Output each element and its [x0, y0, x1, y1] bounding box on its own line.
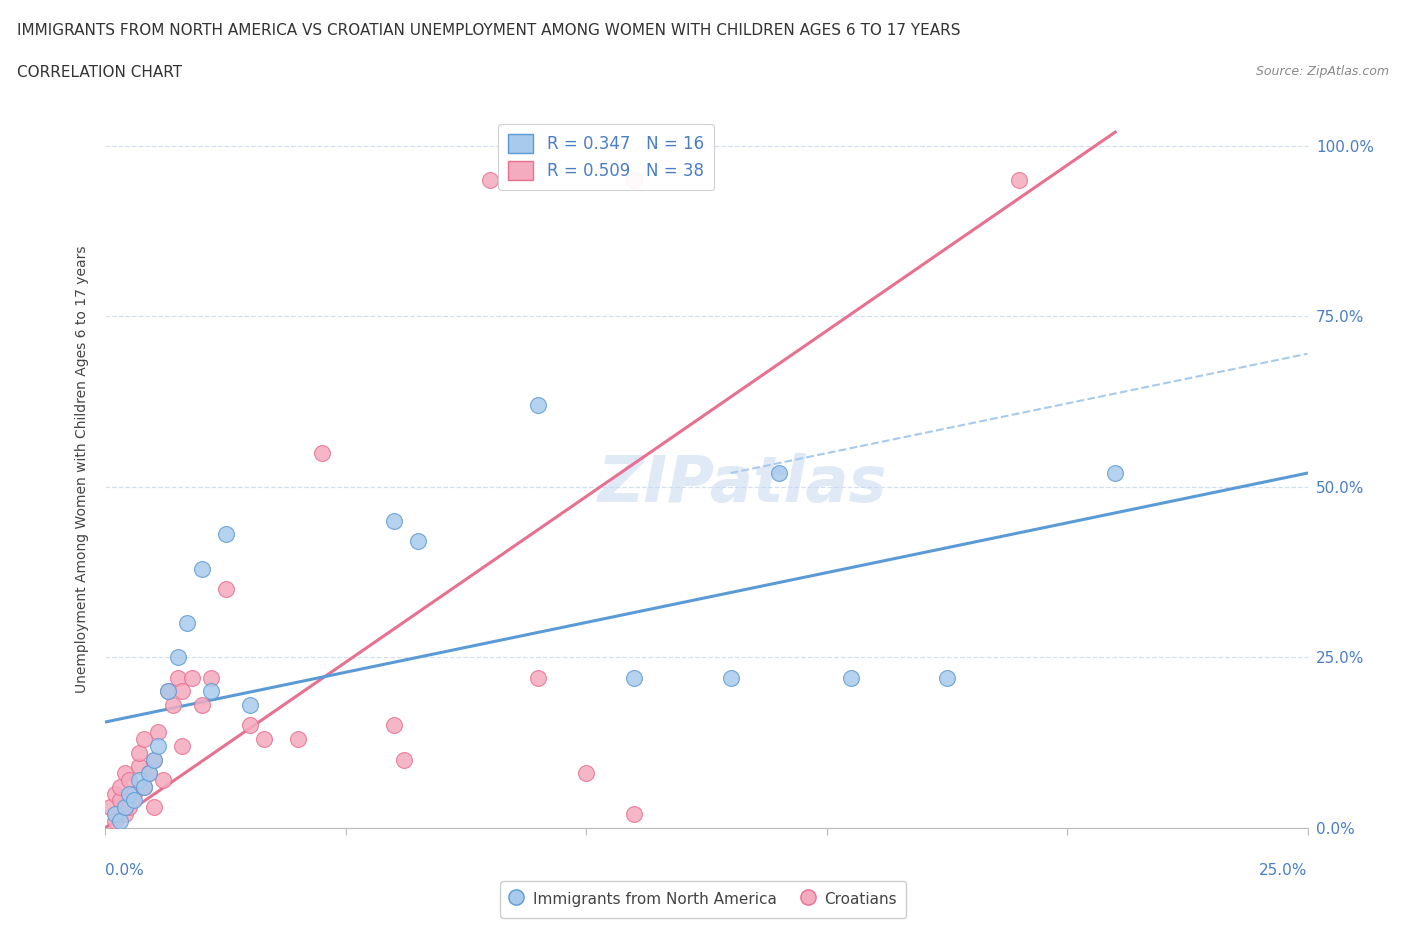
Point	[128, 745, 150, 760]
Point	[104, 786, 127, 801]
Point	[142, 752, 165, 767]
Point	[479, 172, 502, 187]
Point	[142, 800, 165, 815]
Point	[720, 671, 742, 685]
Point	[132, 732, 155, 747]
Point	[575, 765, 598, 780]
Point	[190, 561, 212, 576]
Point	[200, 684, 222, 698]
Point	[166, 671, 188, 685]
Point	[1008, 172, 1031, 187]
Legend: Immigrants from North America, Croatians: Immigrants from North America, Croatians	[499, 881, 907, 918]
Point	[118, 773, 141, 788]
Point	[114, 765, 136, 780]
Point	[114, 806, 136, 821]
Point	[148, 738, 170, 753]
Point	[138, 765, 160, 780]
Point	[382, 718, 405, 733]
Text: CORRELATION CHART: CORRELATION CHART	[17, 65, 181, 80]
Point	[132, 779, 155, 794]
Point	[166, 650, 188, 665]
Text: IMMIGRANTS FROM NORTH AMERICA VS CROATIAN UNEMPLOYMENT AMONG WOMEN WITH CHILDREN: IMMIGRANTS FROM NORTH AMERICA VS CROATIA…	[17, 23, 960, 38]
Point	[936, 671, 959, 685]
Point	[108, 779, 131, 794]
Point	[124, 793, 146, 808]
Point	[156, 684, 179, 698]
Legend: R = 0.347   N = 16, R = 0.509   N = 38: R = 0.347 N = 16, R = 0.509 N = 38	[499, 124, 714, 191]
Point	[128, 759, 150, 774]
Point	[98, 800, 121, 815]
Point	[768, 466, 790, 481]
Point	[108, 793, 131, 808]
Point	[214, 527, 236, 542]
Point	[1104, 466, 1126, 481]
Point	[118, 786, 141, 801]
Point	[162, 698, 184, 712]
Point	[382, 513, 405, 528]
Point	[406, 534, 429, 549]
Point	[104, 814, 127, 829]
Point	[152, 773, 174, 788]
Point	[253, 732, 276, 747]
Point	[190, 698, 212, 712]
Text: 25.0%: 25.0%	[1260, 863, 1308, 878]
Point	[623, 172, 645, 187]
Point	[172, 684, 194, 698]
Point	[124, 786, 146, 801]
Point	[176, 616, 198, 631]
Text: Source: ZipAtlas.com: Source: ZipAtlas.com	[1256, 65, 1389, 78]
Text: 0.0%: 0.0%	[105, 863, 145, 878]
Point	[527, 671, 550, 685]
Point	[623, 671, 645, 685]
Point	[623, 806, 645, 821]
Point	[142, 752, 165, 767]
Point	[114, 800, 136, 815]
Point	[156, 684, 179, 698]
Point	[527, 397, 550, 412]
Point	[311, 445, 333, 460]
Text: ZIPatlas: ZIPatlas	[598, 453, 887, 515]
Point	[239, 718, 262, 733]
Point	[148, 724, 170, 739]
Y-axis label: Unemployment Among Women with Children Ages 6 to 17 years: Unemployment Among Women with Children A…	[76, 246, 90, 694]
Point	[839, 671, 862, 685]
Point	[128, 773, 150, 788]
Point	[108, 814, 131, 829]
Point	[239, 698, 262, 712]
Point	[181, 671, 204, 685]
Point	[118, 800, 141, 815]
Point	[104, 806, 127, 821]
Point	[138, 765, 160, 780]
Point	[132, 779, 155, 794]
Point	[392, 752, 415, 767]
Point	[172, 738, 194, 753]
Point	[200, 671, 222, 685]
Point	[287, 732, 309, 747]
Point	[214, 581, 236, 596]
